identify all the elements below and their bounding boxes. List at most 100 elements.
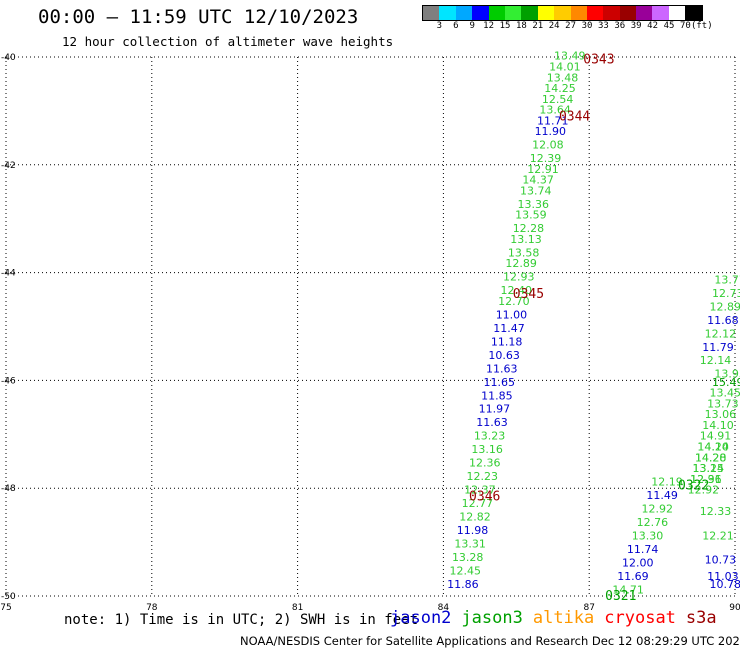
wave-height-label: 12.08 [532,139,564,152]
wave-height-label: 12.89 [710,300,740,313]
wave-height-label: 12.40 [501,284,533,297]
color-scale-label: 3 [436,21,443,31]
wave-height-label: 13.30 [632,529,664,542]
wave-height-label: 11.47 [493,322,525,335]
wave-height-label: 13.49 [554,50,586,63]
wave-height-label: 13.45 [710,387,740,400]
legend-jason2: jason2 [390,608,452,628]
wave-height-label: 13.25 [693,462,725,475]
wave-height-label: 12.14 [700,354,732,367]
wave-height-label: 12.12 [705,327,737,340]
wave-height-label: 11.18 [491,335,523,348]
satellite-legend: jason2 jason3 altika cryosat s3a [390,608,727,628]
wave-height-label: 12.73 [712,287,740,300]
color-scale-label: 42 [647,21,659,31]
color-swatch-13 [636,6,653,20]
color-scale-label: 12 [483,21,495,31]
color-scale-label: 15 [499,21,511,31]
legend-altika: altika [532,608,595,628]
wave-height-label: 15.49 [712,376,740,389]
legend-s3a: s3a [685,608,717,628]
color-scale-labels: 3 6 9 12 15 18 21 24 27 30 33 36 39 42 45 70 (ft) [422,21,728,33]
footer-credit: NOAA/NESDIS Center for Satellite Applica… [240,634,740,648]
color-scale-label: 18 [515,21,527,31]
y-tick-label: -40 [1,53,16,63]
wave-height-label: 12.91 [690,473,722,486]
wave-height-label: 13.77 [714,273,740,286]
x-tick-label: 75 [0,603,11,613]
color-swatch-15 [668,6,686,20]
y-tick-label: -44 [1,269,16,279]
color-swatch-4 [488,6,505,20]
color-swatch-16 [685,6,702,20]
wave-height-label: 12.89 [505,257,537,270]
chart-subtitle: 12 hour collection of altimeter wave hei… [62,34,394,49]
wave-height-label: 12.54 [542,93,574,106]
color-swatch-10 [586,6,604,20]
color-swatch-14 [652,6,669,20]
wave-height-label: 13.73 [707,397,739,410]
color-swatch-12 [619,6,637,20]
color-scale-label: 27 [565,21,577,31]
wave-height-label: 11.00 [496,308,528,321]
color-swatch-11 [603,6,620,20]
wave-height-label: 11.63 [486,362,518,375]
wave-height-label: 12.92 [688,484,720,497]
wave-height-label: 10.63 [488,349,520,362]
color-scale-label: 24 [548,21,560,31]
wave-height-label: 14.24 [697,440,729,453]
color-swatch-0 [423,6,440,20]
wave-height-label: 11.49 [646,489,678,502]
wave-height-label: 13.36 [518,198,550,211]
wave-height-label: 11.63 [476,416,508,429]
wave-height-label: 11.98 [457,524,489,537]
color-swatch-6 [521,6,538,20]
wave-height-label: 13.74 [520,184,552,197]
wave-height-label: 11.74 [627,543,659,556]
wave-height-label: 11.65 [484,376,516,389]
color-scale-label: (ft) [690,21,713,31]
wave-height-label: 11.69 [617,570,649,583]
wave-height-label: 10.73 [705,554,737,567]
time-label: 0346 [469,489,500,504]
wave-height-label: 13.59 [515,209,547,222]
wave-height-label: 13.14 [693,462,725,475]
wave-height-label: 11.90 [535,125,567,138]
color-scale-label: 33 [597,21,609,31]
color-swatch-8 [554,6,571,20]
wave-height-label: 12.33 [700,505,732,518]
y-tick-label: -46 [1,376,16,386]
wave-height-label: 14.01 [549,60,581,73]
wave-height-label: 11.85 [481,389,513,402]
wave-height-label: 11.97 [479,403,511,416]
wave-height-label: 12.82 [459,511,491,524]
wave-height-label: 12.36 [469,457,501,470]
wave-height-label: 11.86 [447,578,479,591]
color-swatch-9 [570,6,587,20]
wave-height-label: 13.28 [452,551,484,564]
wave-height-label: 14.71 [612,583,644,596]
wave-height-label: 12.19 [651,476,683,489]
color-scale-label: 70 [679,21,691,31]
wave-height-label: 11.03 [707,570,739,583]
wave-height-label: 12.28 [513,222,545,235]
x-tick-label: 81 [292,603,303,613]
time-label: 0321 [605,589,636,604]
wave-height-label: 12.91 [527,163,559,176]
wave-height-label: 10.78 [710,578,740,591]
color-scale-label: 6 [453,21,459,31]
time-label: 0322 [678,479,709,494]
wave-height-label: 12.21 [702,529,734,542]
wave-height-label: 12.37 [464,484,496,497]
wave-height-label: 12.93 [503,271,535,284]
color-scale-label: 45 [663,21,675,31]
wave-height-label: 12.39 [530,152,562,165]
wave-height-label: 14.91 [700,430,732,443]
wave-height-label: 14.20 [695,451,727,464]
y-tick-label: -50 [1,592,16,602]
wave-height-label: 11.68 [707,314,739,327]
time-label: 0343 [583,53,614,68]
x-tick-label: 84 [438,603,450,613]
wave-height-label: 13.93 [714,368,740,381]
